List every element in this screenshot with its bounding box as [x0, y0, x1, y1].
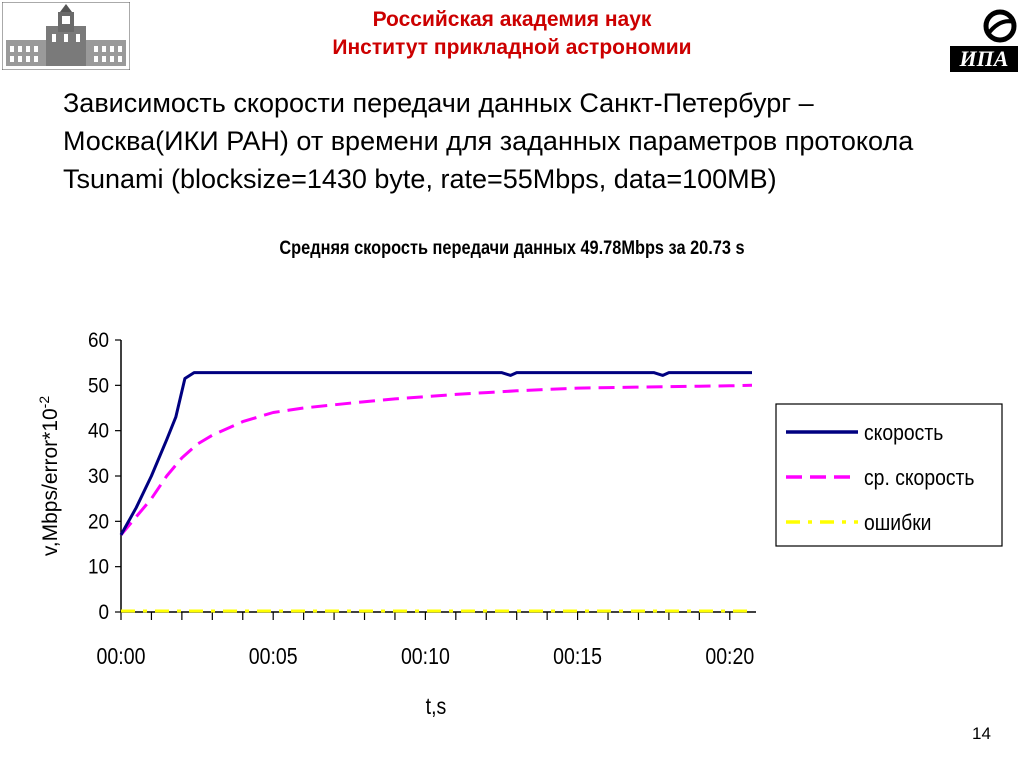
series-line-avg-speed: [119, 383, 753, 536]
x-tick-label: 00:05: [249, 644, 298, 670]
ipa-logo: ИПА: [950, 9, 1018, 72]
legend-label: ср. скорость: [864, 466, 974, 490]
chart-title: Средняя скорость передачи данных 49.78Mb…: [279, 238, 745, 259]
x-tick-label: 00:15: [553, 644, 602, 670]
y-tick-label: 0: [98, 601, 109, 624]
x-axis-label: t,s: [426, 694, 447, 720]
y-tick-label: 30: [88, 465, 109, 488]
x-tick-label: 00:00: [97, 644, 146, 670]
series-line-speed: [119, 371, 752, 536]
x-tick-label: 00:10: [401, 644, 450, 670]
legend-label: скорость: [864, 421, 943, 445]
header-institute: Институт прикладной астрономии: [332, 36, 692, 59]
legend-box: [775, 403, 1003, 547]
legend-label: ошибки: [864, 511, 931, 535]
page-number: 14: [972, 724, 991, 743]
y-tick-label: 50: [88, 374, 109, 397]
y-tick-label: 20: [88, 510, 109, 533]
y-tick-label: 10: [88, 556, 109, 579]
slide-title: Зависимость скорости передачи данных Сан…: [63, 88, 914, 194]
building-logo: [2, 2, 130, 70]
ipa-logo-text: ИПА: [959, 46, 1009, 71]
header-organization: Российская академия наук: [372, 8, 652, 31]
y-tick-label: 60: [88, 329, 109, 352]
x-tick-label: 00:20: [705, 644, 754, 670]
y-tick-label: 40: [88, 420, 109, 443]
y-axis-label: v,Mbps/error*10-2: [36, 396, 62, 557]
